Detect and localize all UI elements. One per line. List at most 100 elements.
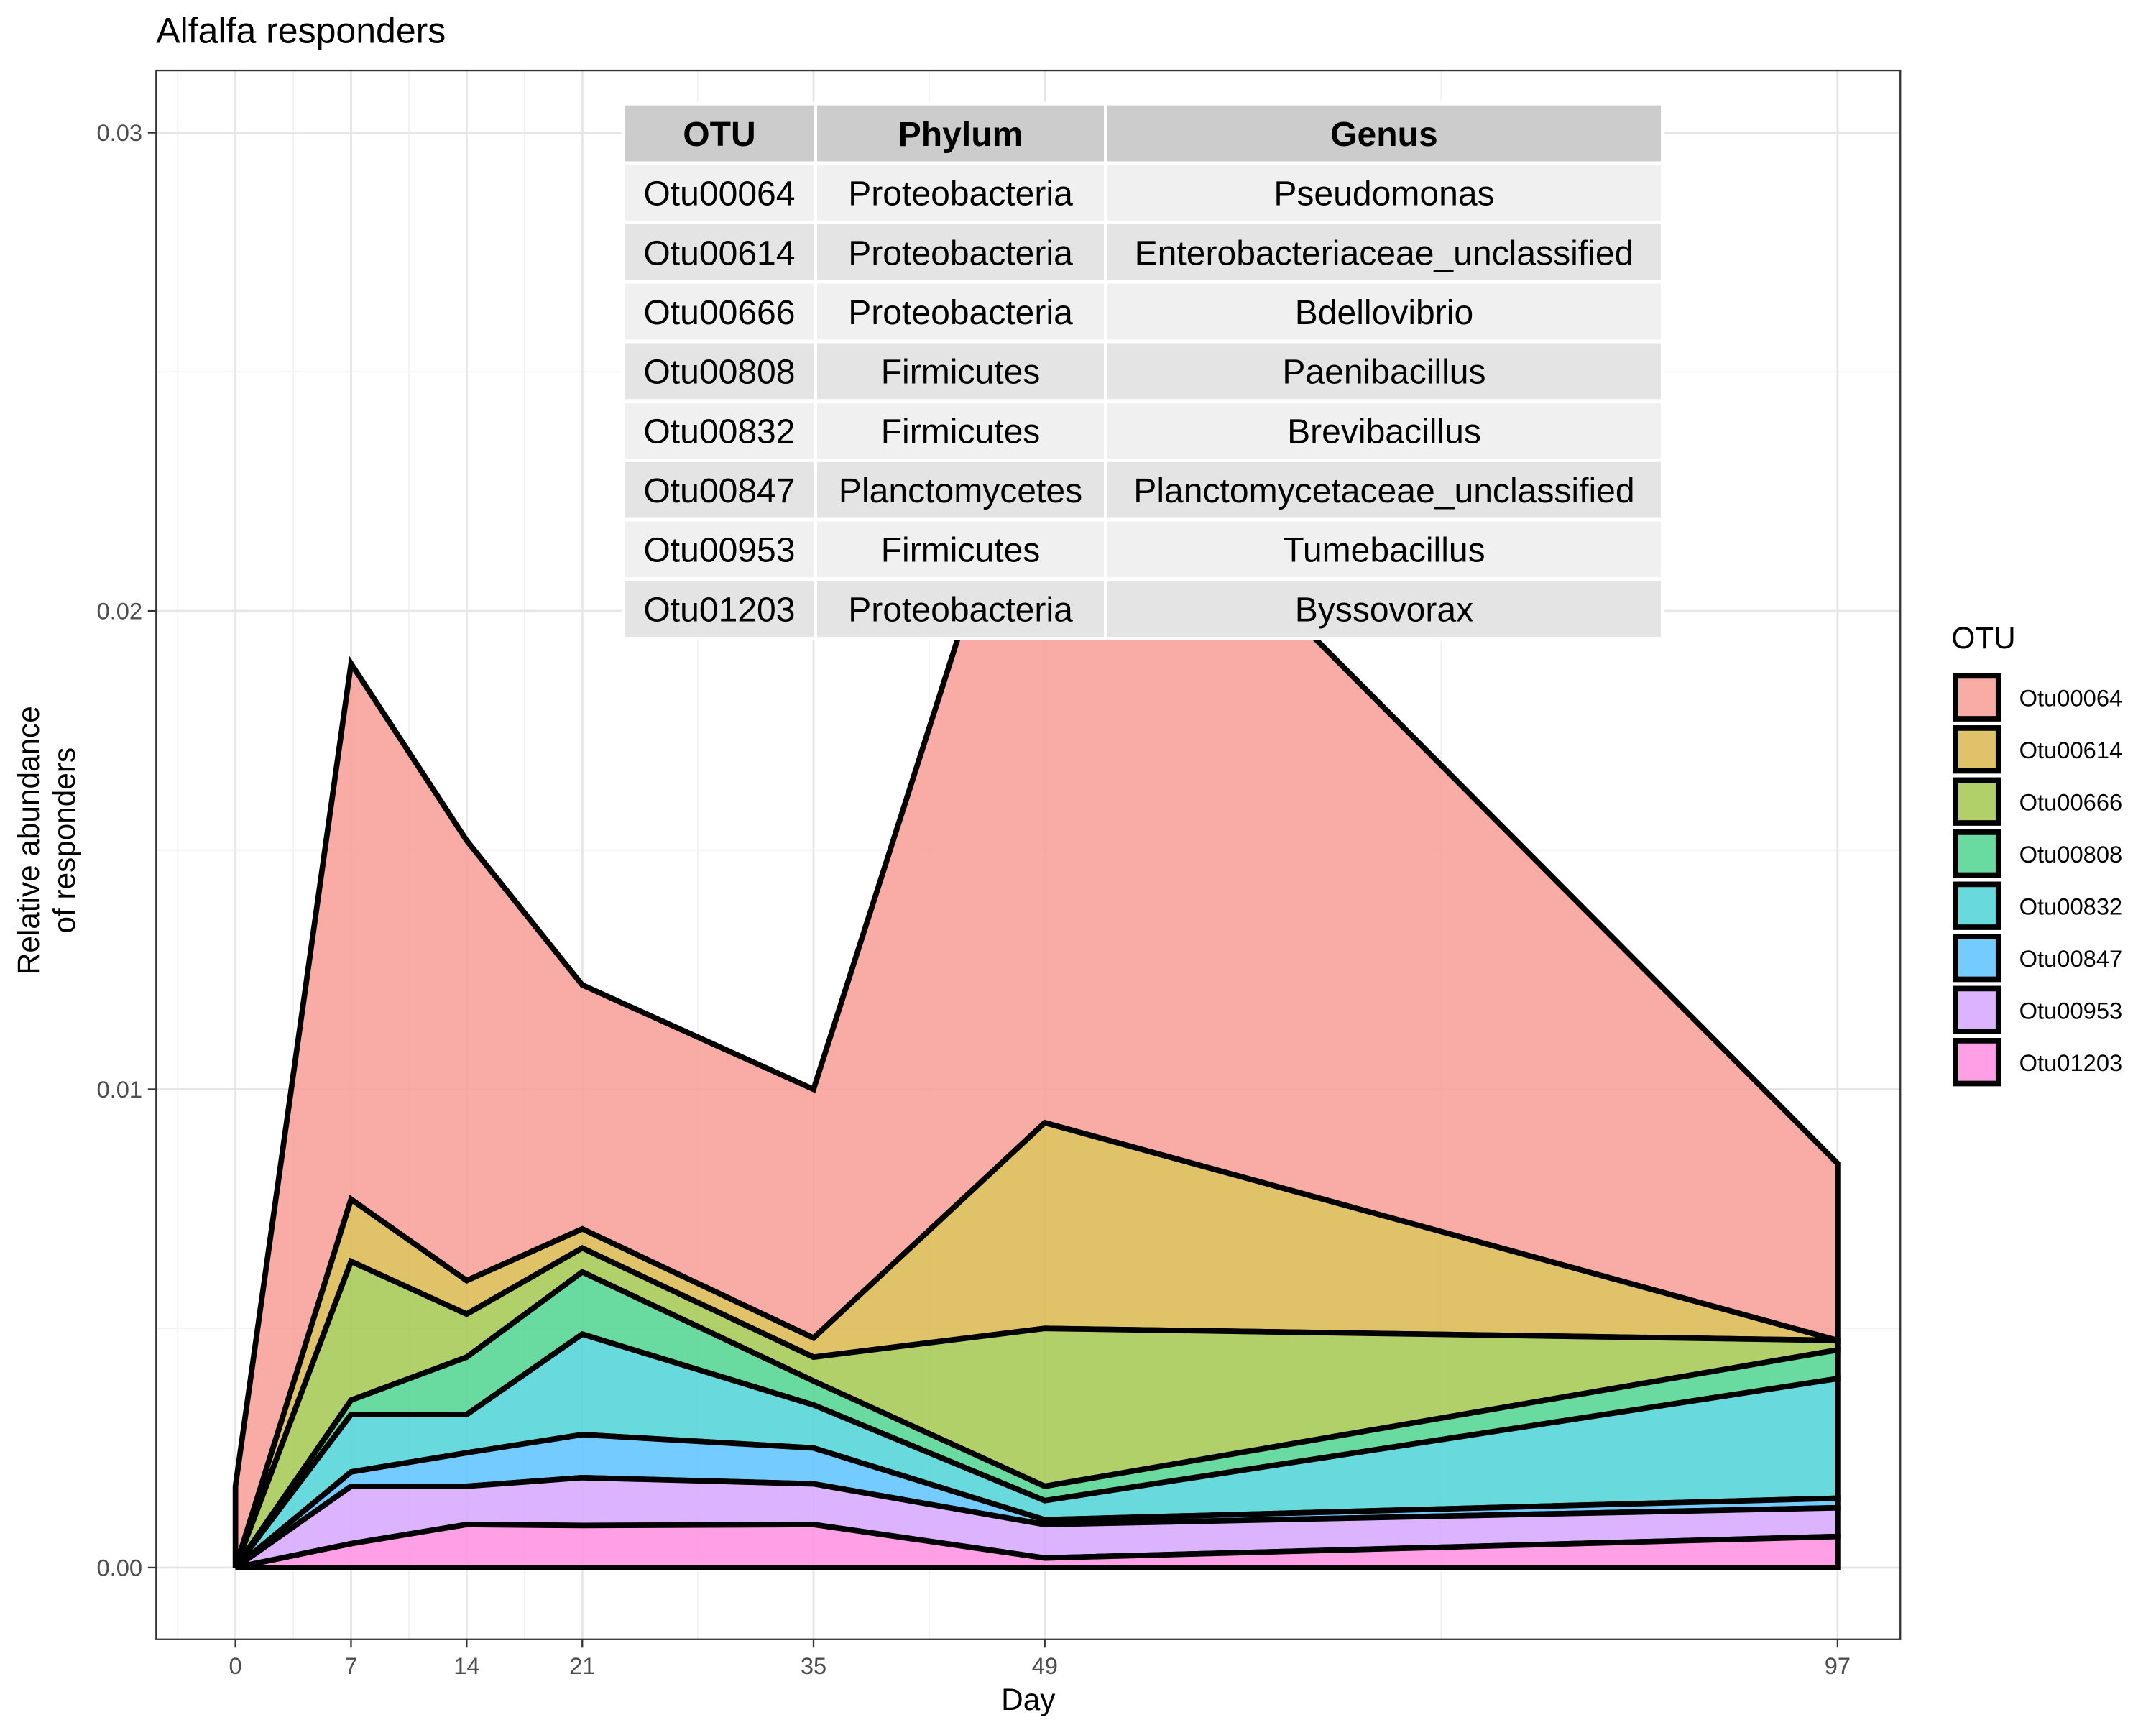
table-cell: Otu00666 (643, 293, 795, 332)
table-cell: Otu00808 (643, 353, 795, 392)
legend-label: Otu00953 (2019, 998, 2123, 1024)
legend-label: Otu00847 (2019, 945, 2123, 972)
y-tick-label: 0.02 (96, 598, 142, 625)
legend-swatch (1953, 725, 2001, 774)
chart-title-group: Alfalfa responders (156, 11, 446, 51)
y-axis-label: Relative abundance of responders (11, 706, 81, 975)
legend-label: Otu01203 (2019, 1049, 2123, 1076)
table-cell: Tumebacillus (1283, 531, 1485, 570)
table-row: Otu00666 Proteobacteria Bdellovibrio (621, 280, 1664, 344)
otu-table: OTU Phylum Genus Otu00064 Proteobacteria Pseu… (621, 101, 1664, 640)
legend-swatch (1953, 985, 2001, 1034)
table-header-cell: OTU (683, 115, 755, 154)
x-axis-label: Day (1001, 1683, 1056, 1716)
plot-panel: OTU Phylum Genus Otu00064 Proteobacteria Pseu… (155, 69, 1902, 1640)
table-cell-bg (621, 399, 818, 462)
table-cell: Otu00614 (643, 234, 795, 272)
table-row: Otu01203 Proteobacteria Byssovorax (621, 577, 1664, 640)
legend-swatch (1953, 777, 2001, 826)
table-cell: Firmicutes (881, 412, 1041, 451)
legend-item-otu00847: Otu00847 (1953, 934, 2123, 983)
legend-label: Otu00808 (2019, 841, 2123, 868)
y-tick-label: 0.01 (96, 1076, 142, 1103)
table-cell: Pseudomonas (1273, 175, 1494, 213)
legend-swatch (1953, 934, 2001, 983)
x-tick-label: 97 (1825, 1652, 1851, 1679)
table-header-cell-bg (814, 101, 1107, 165)
table-cell: Proteobacteria (848, 590, 1073, 629)
table-header: OTU Phylum Genus (621, 101, 1664, 165)
table-header-cell: Phylum (898, 115, 1023, 154)
table-cell: Proteobacteria (848, 175, 1073, 213)
legend-title: OTU (1951, 621, 2015, 655)
x-tick-label: 21 (569, 1652, 595, 1679)
table-cell: Paenibacillus (1282, 353, 1485, 392)
table-cell: Byssovorax (1295, 590, 1473, 629)
table-cell-bg (814, 577, 1107, 640)
area-otu01203 (234, 1522, 1841, 1570)
legend-item-otu00808: Otu00808 (1953, 829, 2123, 878)
table-cell-bg (621, 280, 818, 344)
x-axis: 0 7 14 21 35 49 97 (229, 1639, 1851, 1679)
table-cell: Firmicutes (881, 531, 1041, 570)
table-cell-bg (1104, 399, 1664, 462)
table-cell: Brevibacillus (1287, 412, 1481, 451)
legend-swatch (1953, 881, 2001, 930)
legend-swatch (1953, 1038, 2001, 1087)
table-cell-bg (1104, 161, 1664, 225)
table-cell: Otu00064 (643, 175, 795, 213)
table-cell: Otu00832 (643, 412, 795, 451)
y-axis-label-line-1: Relative abundance (11, 706, 45, 975)
y-axis-label-line-2: of responders (47, 748, 81, 934)
y-tick-label: 0.00 (96, 1554, 142, 1581)
legend-item-otu00614: Otu00614 (1953, 725, 2123, 774)
table-header-cell-bg (1104, 101, 1664, 165)
table-cell: Planctomycetes (839, 472, 1082, 510)
table-cell: Planctomycetaceae_unclassified (1133, 472, 1634, 510)
chart-title: Alfalfa responders (156, 11, 446, 51)
table-row: Otu00847 Planctomycetes Planctomycetaceae_… (621, 458, 1664, 522)
legend-item-otu00832: Otu00832 (1953, 881, 2123, 930)
table-cell: Otu00953 (643, 531, 795, 570)
table-row: Otu00064 Proteobacteria Pseudomonas (621, 161, 1664, 225)
legend-swatch (1953, 673, 2001, 722)
table-cell-bg (1104, 518, 1664, 581)
table-row: Otu00832 Firmicutes Brevibacillus (621, 399, 1664, 462)
legend-label: Otu00666 (2019, 789, 2123, 816)
table-cell: Bdellovibrio (1295, 293, 1473, 332)
table-header-cell-bg (621, 101, 818, 165)
table-cell-bg (814, 458, 1107, 522)
table-cell-bg (621, 518, 818, 581)
table-cell: Firmicutes (881, 353, 1041, 392)
plot-border (155, 69, 1902, 1640)
x-tick-label: 7 (344, 1652, 357, 1679)
legend-swatch (1953, 829, 2001, 878)
x-tick-label: 0 (229, 1652, 242, 1679)
table-cell: Otu00847 (643, 472, 795, 510)
table-row: Otu00953 Firmicutes Tumebacillus (621, 518, 1664, 581)
legend-items: Otu00064 Otu00614 Otu00666 Otu00808 Otu00832… (1953, 673, 2123, 1087)
table-row: Otu00614 Proteobacteria Enterobacteriaceae… (621, 221, 1664, 284)
table-cell: Proteobacteria (848, 293, 1073, 332)
table-cell-bg (621, 221, 818, 284)
legend-label: Otu00614 (2019, 737, 2123, 763)
table-cell-bg (814, 280, 1107, 344)
legend-item-otu00953: Otu00953 (1953, 985, 2123, 1034)
legend-item-otu00666: Otu00666 (1953, 777, 2123, 826)
table-cell: Otu01203 (643, 590, 795, 629)
area-series (232, 362, 1841, 1570)
y-axis: 0.00 0.01 0.02 0.03 (96, 119, 157, 1581)
table-cell: Enterobacteriaceae_unclassified (1135, 234, 1634, 272)
legend-item-otu00064: Otu00064 (1953, 673, 2123, 722)
x-tick-label: 14 (453, 1652, 479, 1679)
legend-label: Otu00832 (2019, 893, 2123, 920)
legend: OTU Otu00064Otu00614Otu00666Otu00808Otu0… (1951, 621, 2123, 1087)
table-cell: Proteobacteria (848, 234, 1073, 272)
legend-item-otu01203: Otu01203 (1953, 1038, 2123, 1087)
table-cell-bg (1104, 458, 1664, 522)
table-header-cell: Genus (1330, 115, 1438, 154)
x-tick-label: 35 (801, 1652, 826, 1679)
table-cell-bg (814, 161, 1107, 225)
legend-label: Otu00064 (2019, 685, 2123, 712)
